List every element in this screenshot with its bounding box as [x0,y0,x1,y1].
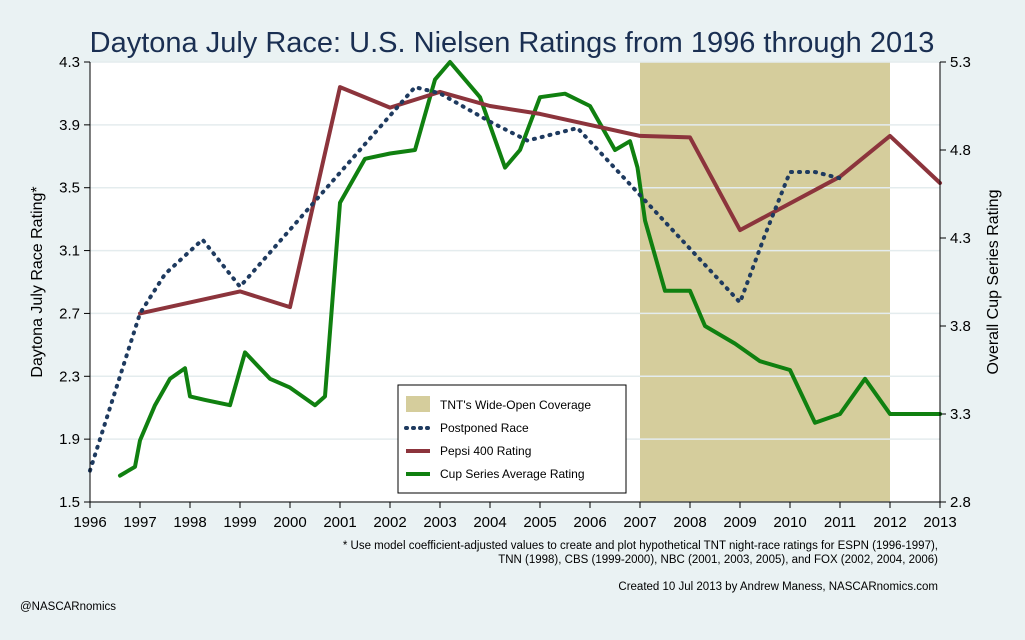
series-layer [88,60,942,478]
x-tick-label-3: 1999 [223,514,256,531]
y2-tick-label-3: 4.3 [950,230,971,247]
y-tick-label-5: 3.5 [59,180,80,197]
shaded-region [640,62,890,502]
y2-tick-label-1: 3.3 [950,406,971,423]
y2-tick-label-4: 4.8 [950,142,971,159]
y-tick-label-0: 1.5 [59,494,80,511]
x-tick-label-5: 2001 [323,514,356,531]
legend-label-shaded: TNT's Wide-Open Coverage [440,398,591,412]
y-tick-label-6: 3.9 [59,117,80,134]
y-tick-label-7: 4.3 [59,54,80,71]
y2-tick-label-5: 5.3 [950,54,971,71]
y-tick-label-1: 1.9 [59,431,80,448]
plot-area: 1.5 1.9 2.3 2.7 3.1 3.5 3.9 4.3 2.8 3.3 3.8 4.3 4.8 5… [59,54,971,531]
legend-label-postponed: Postponed Race [440,421,529,435]
x-tick-label-0: 1996 [73,514,106,531]
handle-text: @NASCARnomics [20,601,116,613]
legend-label-cup: Cup Series Average Rating [440,467,585,481]
credit-line: Created 10 Jul 2013 by Andrew Maness, NA… [618,581,938,593]
series-line-1 [138,85,942,316]
y2-axis-title: Overall Cup Series Rating [985,190,1002,375]
chart-title: Daytona July Race: U.S. Nielsen Ratings … [90,27,935,59]
x-tick-label-7: 2003 [423,514,456,531]
y-tick-label-4: 3.1 [59,243,80,260]
x-tick-label-14: 2010 [773,514,806,531]
y-tick-label-2: 2.3 [59,368,80,385]
x-tick-label-1: 1997 [123,514,156,531]
legend: TNT's Wide-Open Coverage Postponed Race … [397,384,627,494]
x-tick-label-15: 2011 [824,514,856,531]
legend-label-pepsi: Pepsi 400 Rating [440,444,531,458]
y2-tick-label-2: 3.8 [950,318,971,335]
y-tick-label-3: 2.7 [59,305,80,322]
footnote-line-1: * Use model coefficient-adjusted values … [343,540,938,552]
x-tick-label-9: 2005 [523,514,556,531]
shade-layer [640,62,890,502]
x-tick-label-4: 2000 [273,514,306,531]
axis-layer: 1.5 1.9 2.3 2.7 3.1 3.5 3.9 4.3 2.8 3.3 3.8 4.3 4.8 5… [59,54,971,531]
x-tick-label-6: 2002 [373,514,406,531]
series-line-0 [88,85,842,473]
x-tick-label-12: 2008 [673,514,706,531]
y2-tick-label-0: 2.8 [950,494,971,511]
x-tick-label-2: 1998 [173,514,206,531]
footnote-line-2: TNN (1998), CBS (1999-2000), NBC (2001, … [498,554,938,566]
x-tick-label-13: 2009 [723,514,756,531]
y-axis-title: Daytona July Race Rating* [29,186,46,377]
series-line-2 [118,60,942,478]
x-tick-label-10: 2006 [573,514,606,531]
legend-box [397,384,627,494]
x-tick-label-8: 2004 [473,514,506,531]
x-tick-label-16: 2012 [873,514,906,531]
legend-swatch-shaded [406,396,430,412]
x-tick-label-17: 2013 [923,514,956,531]
x-tick-label-11: 2007 [623,514,656,531]
